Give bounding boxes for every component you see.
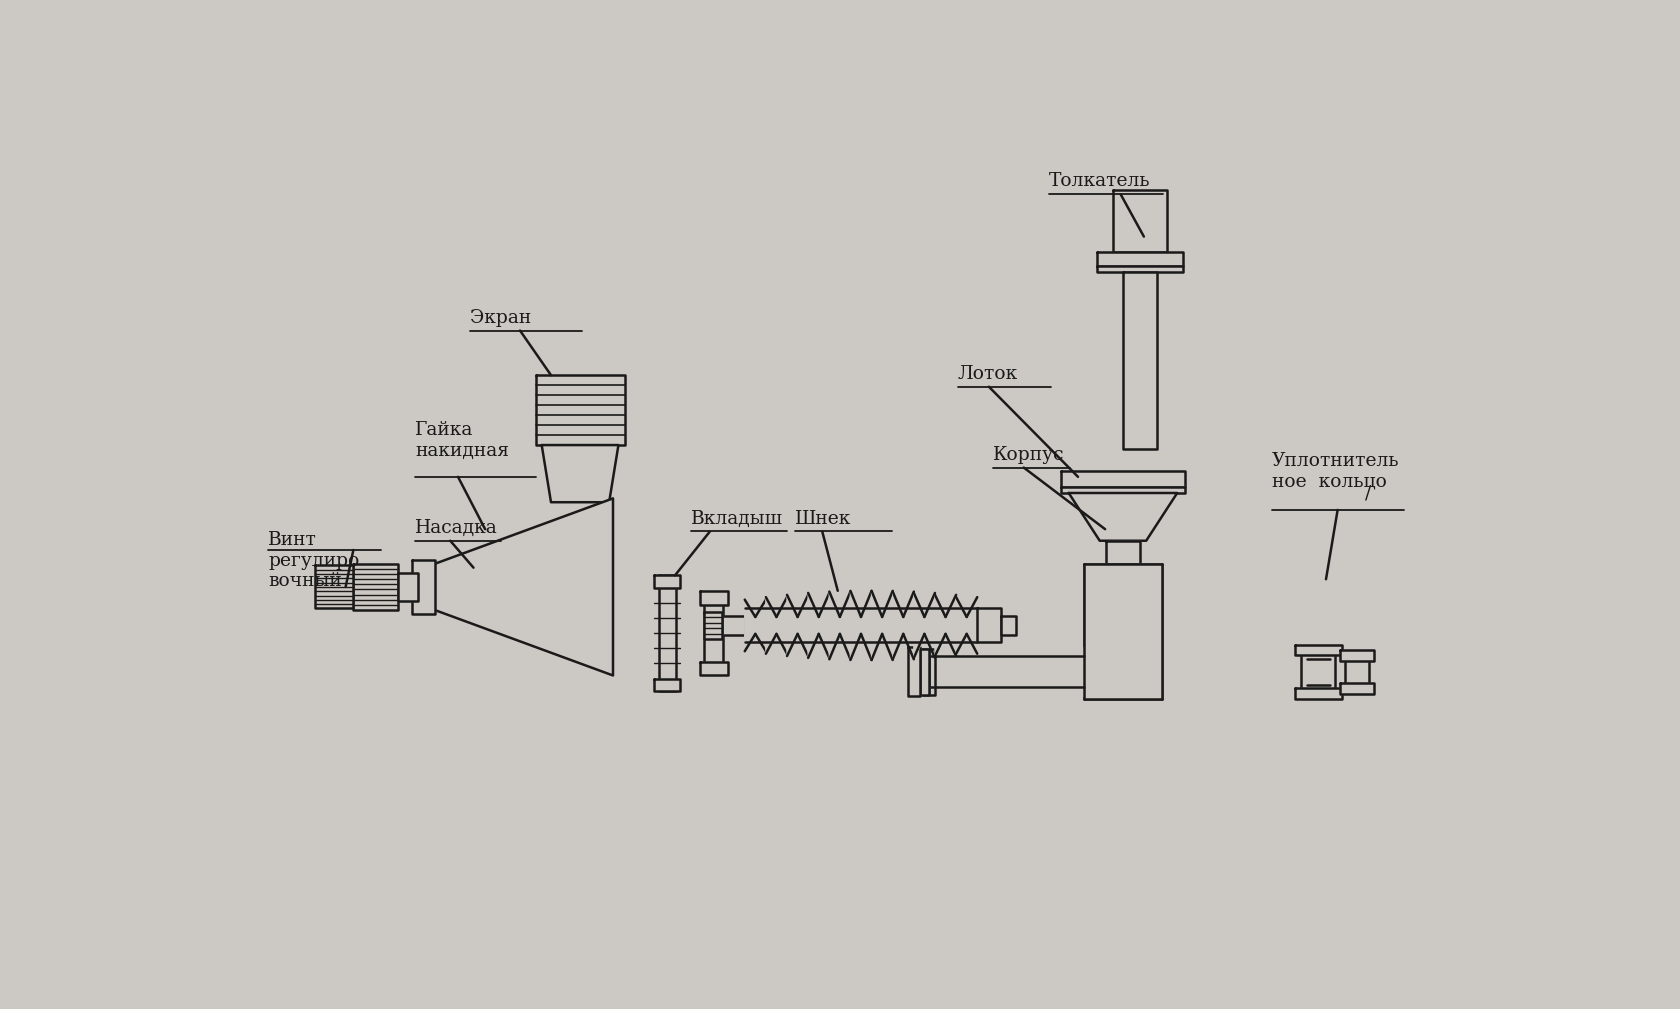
Polygon shape: [1062, 471, 1184, 486]
Text: Уплотнитель
ное  кольцо: Уплотнитель ное кольцо: [1272, 452, 1399, 490]
Polygon shape: [850, 591, 862, 660]
Polygon shape: [892, 591, 904, 659]
Polygon shape: [654, 679, 680, 691]
Polygon shape: [1084, 564, 1161, 698]
Polygon shape: [907, 647, 921, 696]
Polygon shape: [936, 595, 946, 656]
Polygon shape: [786, 595, 798, 656]
Polygon shape: [914, 593, 924, 658]
Polygon shape: [412, 560, 435, 613]
Polygon shape: [922, 649, 936, 695]
Polygon shape: [921, 647, 1094, 696]
Polygon shape: [536, 375, 625, 445]
Polygon shape: [1097, 252, 1183, 265]
Text: /: /: [1364, 484, 1371, 502]
Polygon shape: [701, 591, 727, 604]
Polygon shape: [1341, 683, 1374, 694]
Polygon shape: [435, 498, 613, 675]
Text: Вкладыш: Вкладыш: [690, 510, 783, 528]
Polygon shape: [1062, 486, 1184, 493]
Polygon shape: [704, 611, 721, 640]
Polygon shape: [1122, 272, 1158, 449]
Text: Гайка
накидная: Гайка накидная: [415, 421, 509, 460]
Text: Толкатель: Толкатель: [1048, 173, 1151, 191]
Polygon shape: [1105, 541, 1141, 564]
Polygon shape: [721, 616, 744, 635]
Polygon shape: [704, 598, 722, 668]
Polygon shape: [919, 650, 929, 693]
Polygon shape: [830, 591, 840, 659]
Polygon shape: [744, 599, 756, 651]
Polygon shape: [956, 597, 966, 654]
Text: Лоток: Лоток: [958, 365, 1018, 382]
Polygon shape: [1068, 493, 1178, 541]
Polygon shape: [766, 597, 776, 654]
Polygon shape: [921, 649, 929, 695]
Polygon shape: [872, 591, 882, 660]
Text: Насадка: Насадка: [415, 519, 499, 537]
Polygon shape: [1341, 650, 1374, 661]
Polygon shape: [1001, 616, 1016, 635]
Polygon shape: [1097, 265, 1183, 272]
Polygon shape: [398, 573, 418, 600]
Polygon shape: [701, 662, 727, 675]
Polygon shape: [659, 575, 675, 691]
Polygon shape: [1346, 656, 1369, 687]
Polygon shape: [1302, 653, 1336, 691]
Polygon shape: [314, 565, 353, 608]
Text: Корпус: Корпус: [993, 446, 1063, 464]
Text: Шнек: Шнек: [795, 510, 852, 528]
Polygon shape: [744, 608, 978, 643]
Text: Винт
регулиро
вочный: Винт регулиро вочный: [269, 531, 360, 590]
Polygon shape: [978, 608, 1001, 643]
Text: Экран: Экран: [470, 309, 531, 327]
Polygon shape: [1112, 191, 1168, 252]
Polygon shape: [808, 593, 818, 658]
Polygon shape: [541, 445, 618, 502]
Polygon shape: [929, 656, 1084, 687]
Polygon shape: [1295, 688, 1342, 698]
Polygon shape: [1295, 645, 1342, 656]
Polygon shape: [353, 564, 398, 610]
Polygon shape: [1084, 564, 1161, 698]
Polygon shape: [654, 575, 680, 587]
